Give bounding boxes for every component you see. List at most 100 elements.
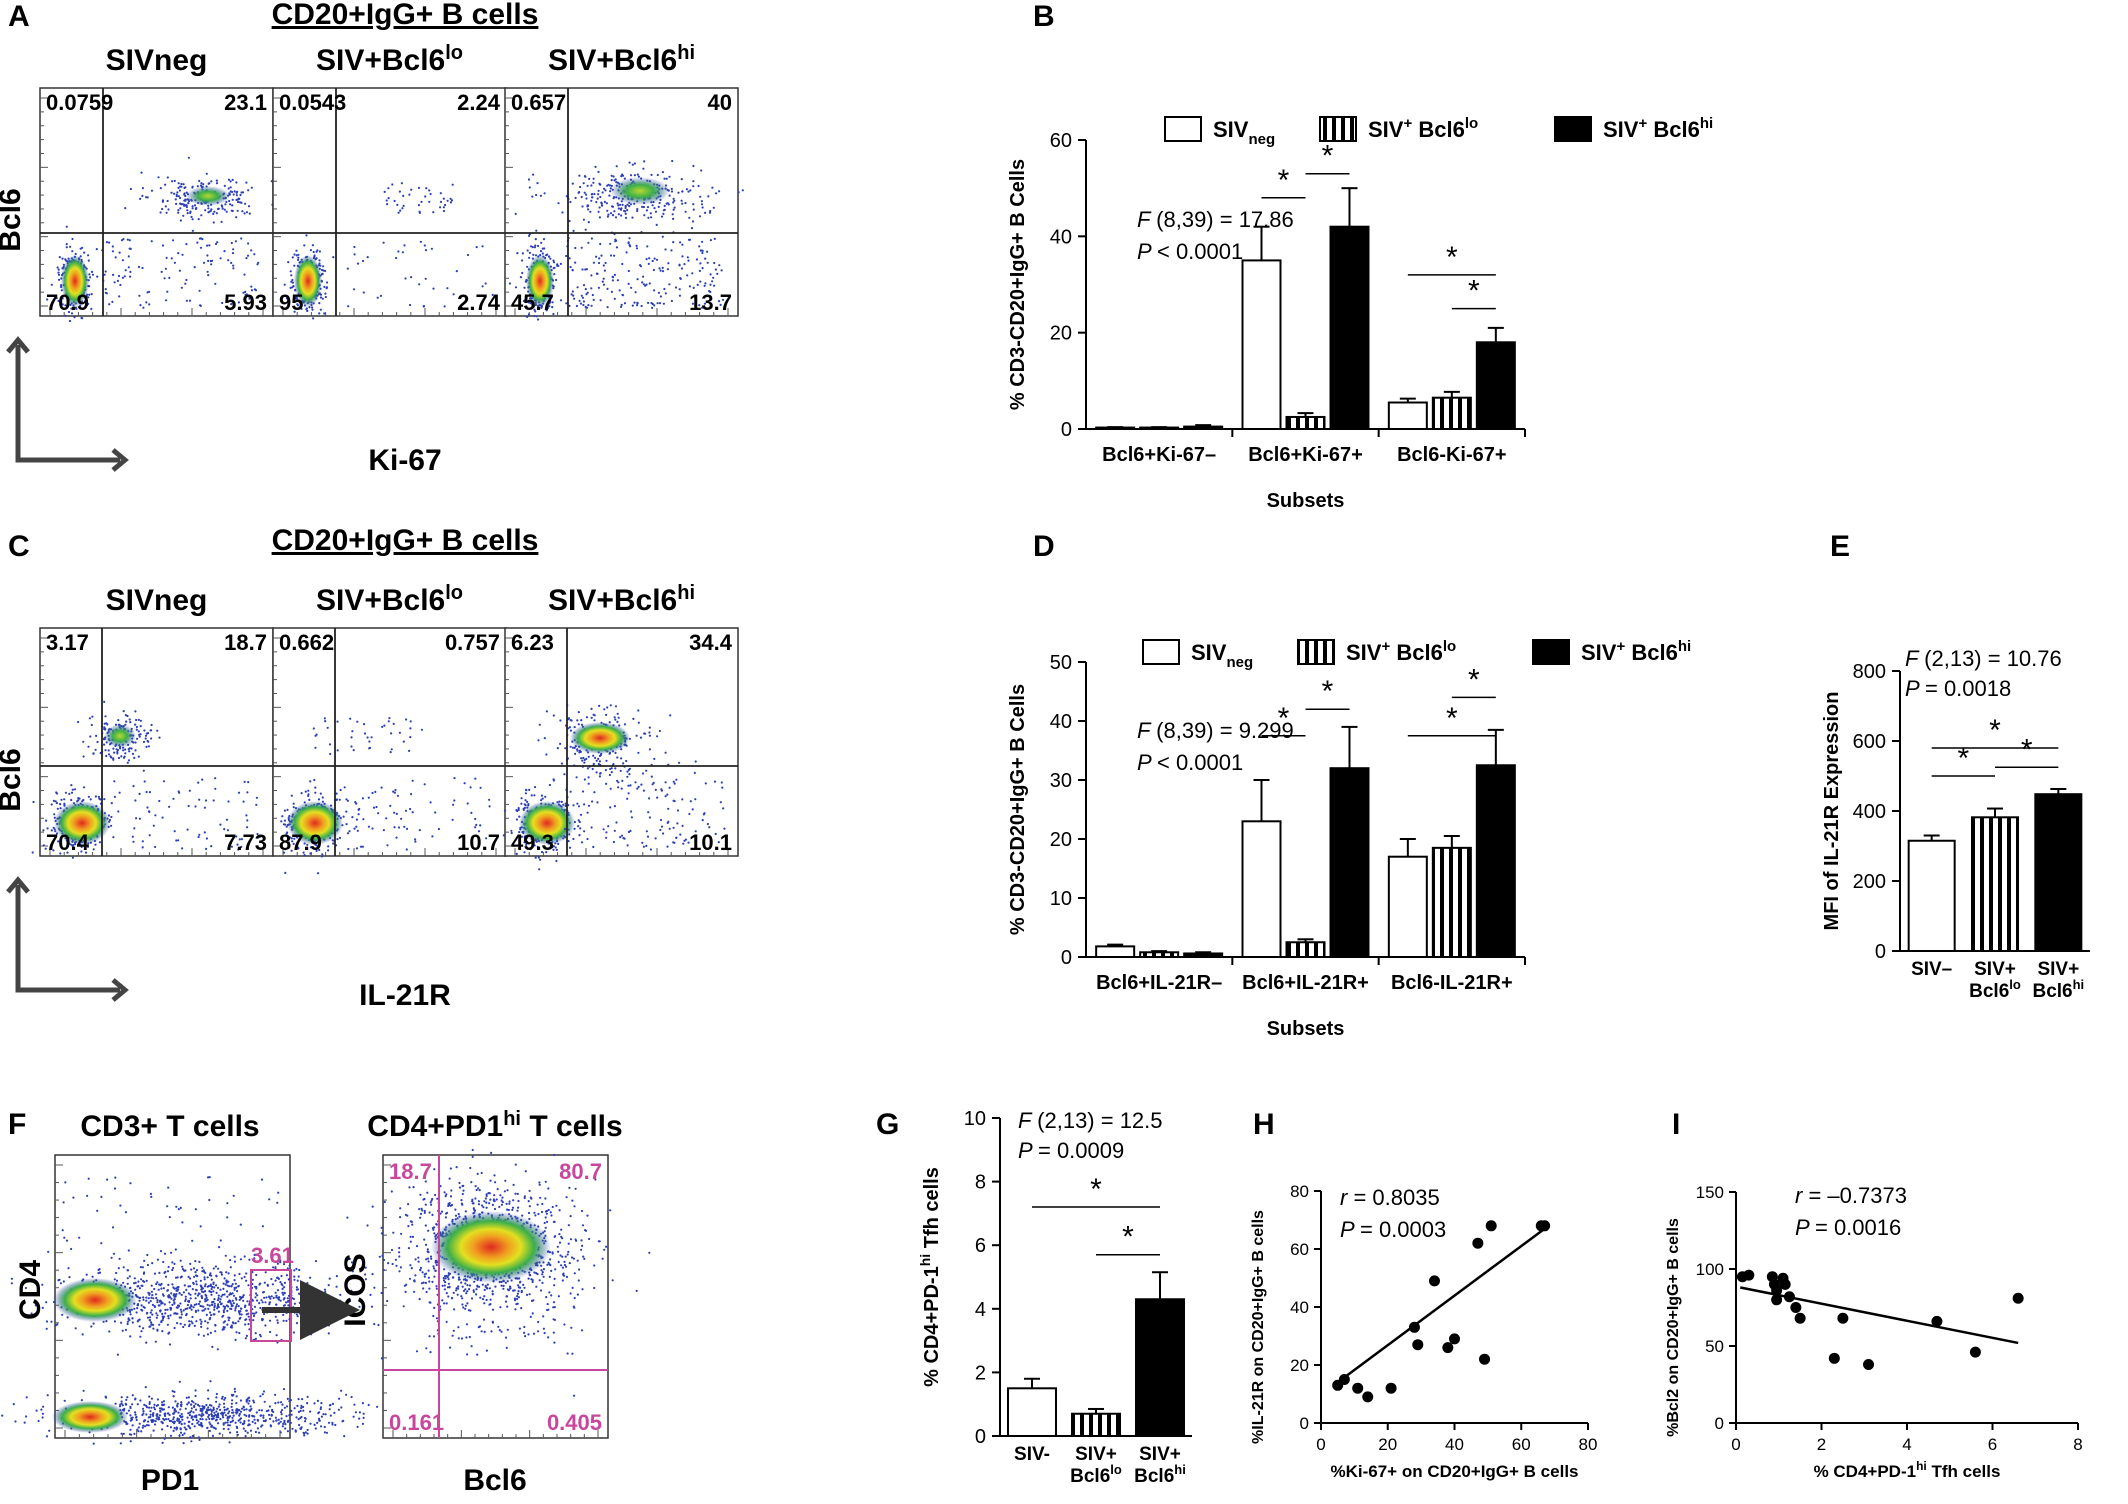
event-dot: [675, 836, 678, 840]
event-dot: [205, 1403, 208, 1407]
event-dot: [23, 1421, 26, 1424]
event-dot: [640, 783, 643, 786]
event-dot: [180, 286, 183, 289]
event-dot: [237, 1284, 240, 1288]
event-dot: [134, 710, 137, 713]
quadrant-ur-value: 0.757: [445, 630, 500, 655]
event-dot: [210, 1291, 213, 1294]
event-dot: [209, 1272, 212, 1275]
event-dot: [318, 312, 321, 315]
event-dot: [163, 1271, 166, 1274]
event-dot: [57, 273, 61, 276]
event-dot: [621, 779, 624, 783]
event-dot: [606, 209, 609, 212]
event-dot: [223, 1293, 226, 1296]
event-dot: [293, 1302, 296, 1305]
event-dot: [139, 1296, 142, 1299]
event-dot: [574, 261, 577, 264]
event-dot: [541, 797, 544, 800]
event-dot: [452, 803, 455, 806]
event-dot: [136, 1428, 139, 1431]
event-dot: [502, 834, 505, 837]
event-dot: [197, 218, 200, 221]
event-dot: [71, 237, 74, 241]
event-dot: [222, 1287, 225, 1290]
event-dot: [597, 261, 601, 265]
event-dot: [133, 1277, 136, 1280]
event-dot: [633, 301, 636, 304]
event-dot: [336, 838, 339, 841]
quadrant-ur-value: 40: [708, 90, 732, 115]
event-dot: [184, 194, 187, 198]
event-dot: [597, 193, 600, 196]
event-dot: [161, 1441, 164, 1444]
event-dot: [583, 803, 586, 806]
event-dot: [94, 748, 97, 751]
event-dot: [663, 287, 666, 291]
event-dot: [139, 197, 142, 200]
flow-plot-title-sup: lo: [445, 582, 463, 604]
event-dot: [205, 847, 208, 851]
event-dot: [277, 1418, 280, 1421]
event-dot: [226, 1419, 230, 1422]
event-dot: [684, 838, 688, 841]
event-dot: [278, 1296, 281, 1299]
event-dot: [162, 780, 166, 783]
event-dot: [234, 1322, 237, 1325]
event-dot: [592, 177, 595, 180]
event-dot: [620, 303, 623, 306]
event-dot: [591, 767, 594, 771]
event-dot: [625, 251, 628, 254]
event-dot: [158, 1271, 161, 1274]
event-dot: [595, 201, 598, 204]
event-dot: [322, 1295, 325, 1298]
event-dot: [291, 256, 294, 259]
event-dot: [246, 791, 249, 794]
event-dot: [124, 1328, 128, 1331]
event-dot: [74, 1327, 77, 1330]
event-dot: [229, 1266, 232, 1269]
event-dot: [282, 1313, 285, 1316]
event-dot: [142, 1305, 145, 1308]
event-dot: [307, 1300, 310, 1303]
event-dot: [192, 1282, 195, 1285]
event-dot: [722, 807, 725, 810]
event-dot: [332, 842, 335, 845]
event-dot: [150, 737, 153, 740]
event-dot: [219, 1288, 222, 1291]
event-dot: [205, 1418, 208, 1421]
event-dot: [520, 797, 523, 800]
event-dot: [138, 1299, 141, 1302]
event-dot: [149, 1325, 152, 1328]
event-dot: [695, 258, 699, 261]
event-dot: [174, 1248, 177, 1251]
event-dot: [286, 297, 289, 300]
event-dot: [260, 1425, 263, 1428]
flow-plot-title-base: SIV+Bcl6: [548, 44, 677, 77]
event-dot: [405, 718, 408, 721]
event-dot: [169, 1308, 172, 1311]
event-dot: [641, 281, 644, 284]
event-dot: [373, 1286, 376, 1289]
event-dot: [171, 1261, 174, 1264]
event-dot: [135, 718, 138, 722]
event-dot: [662, 832, 665, 835]
event-dot: [208, 1417, 211, 1420]
event-dot: [323, 312, 326, 315]
event-dot: [283, 823, 287, 826]
event-dot: [692, 286, 695, 289]
event-dot: [230, 1405, 233, 1408]
event-dot: [285, 1415, 288, 1418]
event-dot: [658, 267, 661, 270]
event-dot: [584, 305, 587, 308]
event-dot: [224, 1283, 227, 1286]
event-dot: [234, 240, 237, 243]
event-dot: [235, 1298, 238, 1301]
quadrant-ul-value: 3.17: [46, 630, 89, 655]
event-dot: [235, 194, 238, 197]
event-dot: [138, 294, 141, 297]
event-dot: [607, 213, 610, 216]
